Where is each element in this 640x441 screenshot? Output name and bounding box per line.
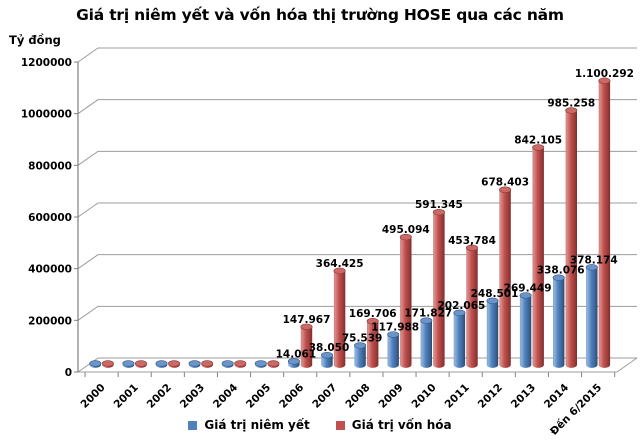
bar-niem-yet	[552, 274, 565, 368]
bar-von-hoa	[201, 360, 214, 368]
y-axis-unit-label: Tỷ đồng	[9, 33, 61, 47]
value-label-niem-yet: 378.174	[570, 254, 618, 266]
value-label-von-hoa: 678.403	[481, 177, 529, 189]
legend-label-von-hoa: Giá trị vốn hóa	[351, 418, 452, 432]
value-label-von-hoa: 842.105	[514, 134, 562, 146]
bar-niem-yet	[287, 358, 300, 368]
chart-title: Giá trị niêm yết và vốn hóa thị trường H…	[76, 6, 564, 24]
svg-text:600000: 600000	[28, 212, 72, 224]
value-label-von-hoa: 453,784	[448, 235, 496, 247]
svg-text:0: 0	[65, 367, 72, 379]
bar-von-hoa	[168, 360, 181, 368]
bar-von-hoa	[432, 209, 445, 368]
bar-von-hoa	[267, 360, 280, 368]
legend-label-niem-yet: Giá trị niêm yết	[204, 418, 310, 432]
value-label-von-hoa: 985.258	[547, 97, 595, 109]
value-label-von-hoa: 1.100.292	[575, 68, 634, 80]
bar-von-hoa	[565, 107, 578, 368]
bar-von-hoa	[499, 186, 512, 368]
bar-niem-yet	[188, 360, 201, 368]
bar-von-hoa	[366, 317, 379, 368]
value-label-niem-yet: 117.988	[371, 322, 419, 334]
svg-text:1200000: 1200000	[21, 57, 72, 69]
value-label-niem-yet: 202.065	[437, 300, 485, 312]
legend-swatch-blue-icon	[188, 420, 198, 430]
svg-text:1000000: 1000000	[21, 109, 72, 121]
x-axis-label: 2007	[310, 382, 339, 411]
value-label-niem-yet: 248.501	[471, 288, 519, 300]
x-axis-label: 2012	[476, 382, 505, 411]
bar-von-hoa	[399, 233, 412, 368]
value-label-niem-yet: 338.076	[537, 265, 585, 277]
svg-text:400000: 400000	[28, 264, 72, 276]
value-label-von-hoa: 495.094	[382, 224, 430, 236]
value-label-niem-yet: 171.827	[404, 308, 452, 320]
value-label-von-hoa: 147.967	[283, 314, 331, 326]
x-axis-label: 2004	[211, 382, 240, 411]
svg-text:800000: 800000	[28, 160, 72, 172]
x-axis-label: 2011	[443, 382, 472, 411]
bar-niem-yet	[420, 317, 433, 368]
bar-von-hoa	[465, 244, 478, 368]
x-axis-label: 2005	[244, 382, 273, 411]
value-label-niem-yet: 269.449	[504, 282, 552, 294]
x-axis-label: 2000	[79, 382, 108, 411]
x-axis-label: 2009	[376, 382, 405, 411]
bar-niem-yet	[254, 360, 267, 368]
bar-niem-yet	[89, 360, 102, 368]
bar-niem-yet	[585, 264, 598, 368]
bar-von-hoa	[101, 360, 114, 368]
bar-niem-yet	[221, 360, 234, 368]
x-axis-label: 2006	[277, 382, 306, 411]
x-axis-label: 2003	[178, 382, 207, 411]
bar-von-hoa	[300, 323, 313, 368]
value-label-von-hoa: 364.425	[316, 258, 364, 270]
legend-item-von-hoa: Giá trị vốn hóa	[335, 418, 452, 432]
x-axis-label: 2002	[145, 382, 174, 411]
bar-niem-yet	[155, 360, 168, 368]
bar-von-hoa	[135, 360, 148, 368]
svg-text:200000: 200000	[28, 315, 72, 327]
bar-niem-yet	[122, 360, 135, 368]
bar-niem-yet	[519, 292, 532, 368]
bar-niem-yet	[354, 342, 367, 368]
x-axis-label: 2014	[542, 382, 571, 411]
bar-niem-yet	[320, 351, 333, 368]
bar-von-hoa	[333, 267, 346, 368]
bar-niem-yet	[453, 309, 466, 368]
bar-von-hoa	[532, 144, 545, 368]
bar-von-hoa	[598, 77, 611, 368]
value-label-niem-yet: 38.050	[309, 342, 350, 354]
bar-niem-yet	[486, 297, 499, 368]
value-label-von-hoa: 591.345	[415, 199, 463, 211]
x-axis-label: 2013	[509, 382, 538, 411]
x-axis-label: 2010	[410, 382, 439, 411]
x-axis-label: 2008	[343, 382, 372, 411]
x-axis-label: 2001	[112, 382, 141, 411]
value-label-niem-yet: 14.061	[276, 348, 317, 360]
bar-niem-yet	[387, 331, 400, 368]
legend-item-niem-yet: Giá trị niêm yết	[188, 418, 310, 432]
value-label-niem-yet: 75.539	[342, 332, 383, 344]
value-label-von-hoa: 169.706	[349, 308, 397, 320]
legend-swatch-red-icon	[335, 420, 345, 430]
legend: Giá trị niêm yết Giá trị vốn hóa	[0, 414, 640, 436]
bar-von-hoa	[234, 360, 247, 368]
